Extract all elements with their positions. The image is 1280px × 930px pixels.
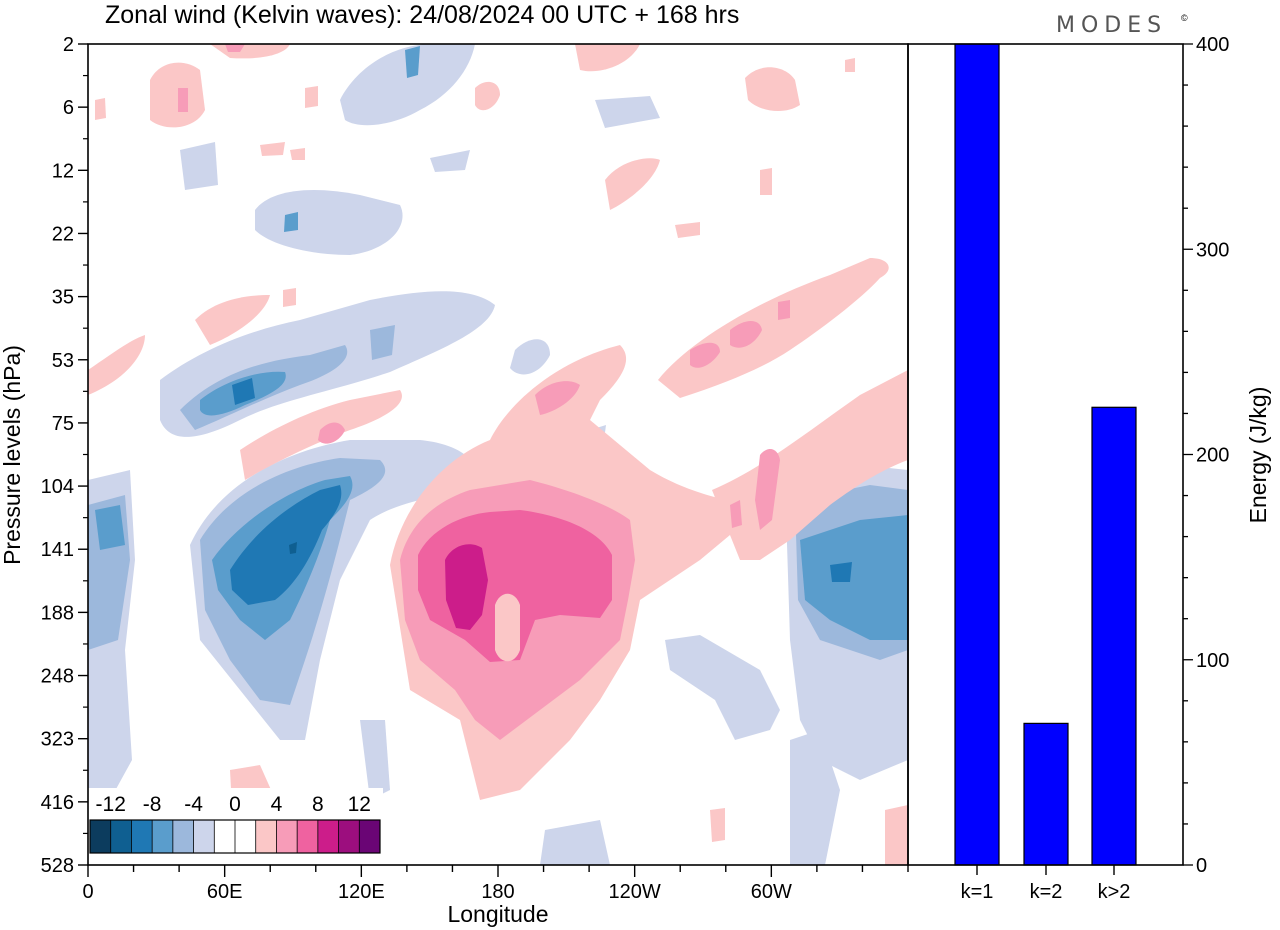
energy-tick-label: 0: [1196, 855, 1207, 877]
bar-category-label: k=1: [961, 881, 994, 903]
colorbar-tick-label: 0: [229, 793, 241, 816]
y-tick-label: 22: [52, 223, 74, 245]
colorbar-tick-label: -12: [96, 793, 126, 816]
x-tick-label: 120E: [338, 881, 385, 903]
brand-registered-mark: ©: [1181, 13, 1188, 23]
colorbar-swatch: [255, 820, 277, 853]
y-tick-label: 6: [63, 97, 74, 119]
x-tick-label: 0: [82, 881, 93, 903]
y-tick-label: 323: [41, 729, 74, 751]
energy-axis: 0 100 200 300 400: [1183, 34, 1229, 877]
y-tick-label: 2: [63, 34, 74, 56]
y-tick-label: 53: [52, 350, 74, 372]
brand-logo: MODES: [1056, 13, 1167, 38]
y-tick-label: 141: [41, 539, 74, 561]
y-tick-label: 248: [41, 666, 74, 688]
wind-contour-field: [88, 44, 908, 865]
colorbar-tick-label: 12: [348, 793, 371, 816]
chart-title: Zonal wind (Kelvin waves): 24/08/2024 00…: [105, 1, 739, 29]
wavenumber-axis: k=1 k=2 k>2: [961, 865, 1131, 903]
x-tick-label: 180: [481, 881, 514, 903]
colorbar-labels: -12 -8 -4 0 4 8 12: [96, 793, 371, 816]
colorbar-swatch: [338, 820, 360, 853]
energy-bar-chart: [954, 43, 1137, 866]
y-tick-label: 188: [41, 602, 74, 624]
energy-bar: [954, 43, 1000, 866]
positive-anomalies-inner-low: [495, 593, 520, 662]
colorbar-tick-label: -4: [184, 793, 203, 816]
x-axis-label: Longitude: [447, 901, 548, 927]
y-tick-label: 75: [52, 413, 74, 435]
colorbar-swatch: [193, 820, 215, 853]
colorbar-swatch: [110, 820, 132, 853]
energy-bar: [1091, 406, 1137, 866]
colorbar-tick-label: 4: [271, 793, 283, 816]
colorbar-swatch: [235, 820, 257, 853]
y-tick-label: 528: [41, 855, 74, 877]
colorbar-swatch: [152, 820, 174, 853]
y-tick-label: 416: [41, 792, 74, 814]
positive-anomalies-12: [445, 544, 488, 630]
colorbar-swatch: [359, 820, 381, 853]
energy-tick-label: 100: [1196, 650, 1229, 672]
colorbar-tick-label: 8: [312, 793, 324, 816]
bar-category-label: k>2: [1098, 881, 1131, 903]
x-tick-label: 60W: [751, 881, 792, 903]
energy-bar: [1023, 722, 1069, 866]
y-tick-label: 35: [52, 287, 74, 309]
y-tick-label: 104: [41, 476, 74, 498]
longitude-axis: 0 60E 120E 180 120W 60W: [82, 865, 909, 903]
colorbar-swatches: [90, 820, 381, 853]
colorbar-swatch: [214, 820, 236, 853]
colorbar-swatch: [131, 820, 153, 853]
x-tick-label: 120W: [609, 881, 661, 903]
colorbar-swatch: [172, 820, 194, 853]
colorbar-tick-label: -8: [143, 793, 162, 816]
colorbar-swatch: [317, 820, 339, 853]
energy-axis-label: Energy (J/kg): [1245, 387, 1271, 524]
x-tick-label: 60E: [207, 881, 243, 903]
energy-tick-label: 200: [1196, 445, 1229, 467]
y-axis-label: Pressure levels (hPa): [0, 345, 25, 565]
colorbar-swatch: [297, 820, 319, 853]
y-tick-label: 12: [52, 160, 74, 182]
colorbar-frame: [89, 819, 381, 854]
bar-category-label: k=2: [1030, 881, 1063, 903]
energy-tick-label: 400: [1196, 34, 1229, 56]
pressure-axis: 2 6 12 22 35 53 75 104 141 188 248 323 416 528: [41, 34, 88, 877]
negative-anomalies-10: [289, 542, 297, 554]
colorbar-swatch: [90, 820, 112, 853]
energy-tick-label: 300: [1196, 239, 1229, 261]
negative-anomalies-8: [230, 378, 852, 605]
colorbar: -12 -8 -4 0 4 8 12: [88, 788, 383, 865]
colorbar-swatch: [276, 820, 298, 853]
